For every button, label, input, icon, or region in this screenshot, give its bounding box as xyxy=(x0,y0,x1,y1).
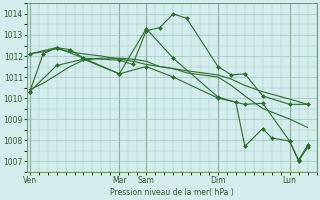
X-axis label: Pression niveau de la mer( hPa ): Pression niveau de la mer( hPa ) xyxy=(110,188,234,197)
